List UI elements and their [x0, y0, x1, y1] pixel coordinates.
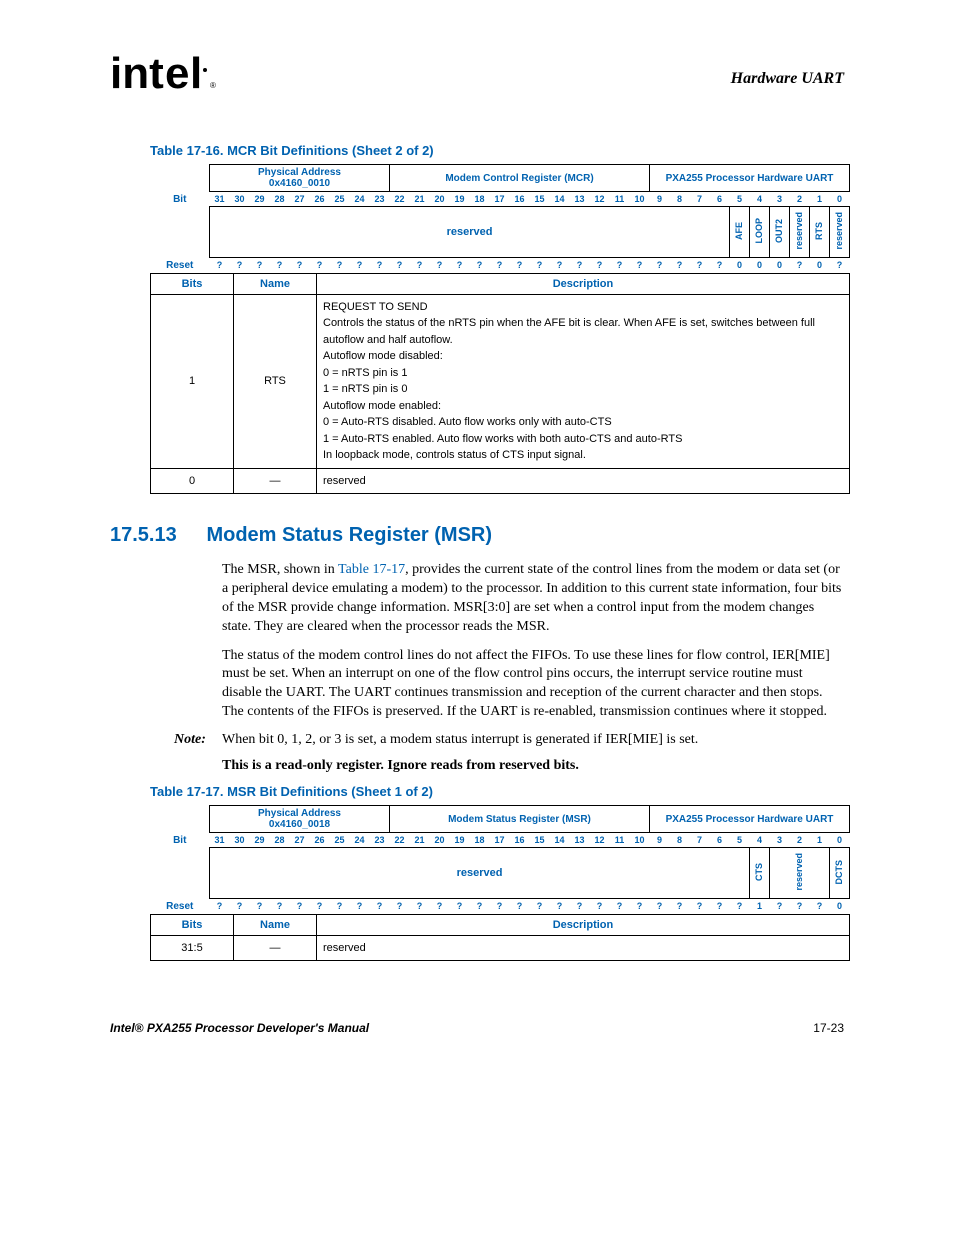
processor-cell: PXA255 Processor Hardware UART: [650, 806, 850, 833]
msr-register-table: Physical Address0x4160_0018 Modem Status…: [150, 805, 850, 914]
col-bits: Bits: [151, 273, 234, 294]
reg-name-cell: Modem Control Register (MCR): [390, 165, 650, 192]
table-row: 1 RTS REQUEST TO SEND Controls the statu…: [151, 294, 850, 468]
table1-caption: Table 17-16. MCR Bit Definitions (Sheet …: [150, 143, 844, 158]
section-number: 17.5.13: [110, 524, 202, 547]
section-heading: Hardware UART: [731, 70, 844, 88]
bit-number-row: Bit 313029282726252423222120191817161514…: [150, 833, 850, 848]
table-row: 0 — reserved: [151, 468, 850, 494]
reserved-field: reserved: [210, 848, 750, 899]
body-paragraph: The MSR, shown in Table 17-17, provides …: [222, 561, 844, 637]
svg-text:e: e: [165, 50, 189, 98]
page-footer: Intel® PXA255 Processor Developer's Manu…: [110, 1021, 844, 1035]
section-title: Modem Status Register (MSR): [206, 524, 492, 546]
cts-field: CTS: [750, 848, 770, 899]
reserved-field: reserved: [210, 207, 730, 258]
out2-field: OUT2: [770, 207, 790, 258]
msr-description-table: Bits Name Description 31:5 — reserved: [150, 914, 850, 962]
section-heading: 17.5.13 Modem Status Register (MSR): [110, 524, 844, 547]
svg-text:int: int: [110, 50, 164, 98]
afe-field: AFE: [730, 207, 750, 258]
reserved-field: reserved: [770, 848, 830, 899]
svg-text:®: ®: [210, 81, 216, 90]
page-header: int e l ® Hardware UART: [110, 50, 844, 103]
loop-field: LOOP: [750, 207, 770, 258]
reset-row: Reset ??????????????????????????000?0?: [150, 258, 850, 273]
reserved-field: reserved: [790, 207, 810, 258]
processor-cell: PXA255 Processor Hardware UART: [650, 165, 850, 192]
bold-paragraph: This is a read-only register. Ignore rea…: [222, 758, 844, 774]
col-bits: Bits: [151, 914, 234, 935]
intel-logo: int e l ®: [110, 50, 220, 103]
field-row: reserved AFE LOOP OUT2 reserved RTS rese…: [150, 207, 850, 258]
bit-number-row: Bit 313029282726252423222120191817161514…: [150, 192, 850, 207]
col-name: Name: [234, 273, 317, 294]
table-row: 31:5 — reserved: [151, 935, 850, 961]
dcts-field: DCTS: [830, 848, 850, 899]
reg-name-cell: Modem Status Register (MSR): [390, 806, 650, 833]
phys-addr-cell: Physical Address0x4160_0010: [210, 165, 390, 192]
note-label: Note:: [174, 732, 222, 748]
field-row: reserved CTS reserved DCTS: [150, 848, 850, 899]
col-desc: Description: [317, 914, 850, 935]
body-paragraph: The status of the modem control lines do…: [222, 647, 844, 723]
col-desc: Description: [317, 273, 850, 294]
reset-row: Reset ???????????????????????????1???0: [150, 899, 850, 914]
svg-text:l: l: [190, 50, 202, 98]
phys-addr-cell: Physical Address0x4160_0018: [210, 806, 390, 833]
reserved-field: reserved: [830, 207, 850, 258]
note-text: When bit 0, 1, 2, or 3 is set, a modem s…: [222, 732, 698, 748]
mcr-register-table: Physical Address0x4160_0010 Modem Contro…: [150, 164, 850, 273]
page-number: 17-23: [813, 1021, 844, 1035]
table2-caption: Table 17-17. MSR Bit Definitions (Sheet …: [150, 784, 844, 799]
footer-title: Intel® PXA255 Processor Developer's Manu…: [110, 1021, 369, 1035]
rts-field: RTS: [810, 207, 830, 258]
mcr-description-table: Bits Name Description 1 RTS REQUEST TO S…: [150, 273, 850, 495]
table-link[interactable]: Table 17-17: [338, 562, 405, 577]
note-block: Note: When bit 0, 1, 2, or 3 is set, a m…: [174, 732, 844, 748]
col-name: Name: [234, 914, 317, 935]
